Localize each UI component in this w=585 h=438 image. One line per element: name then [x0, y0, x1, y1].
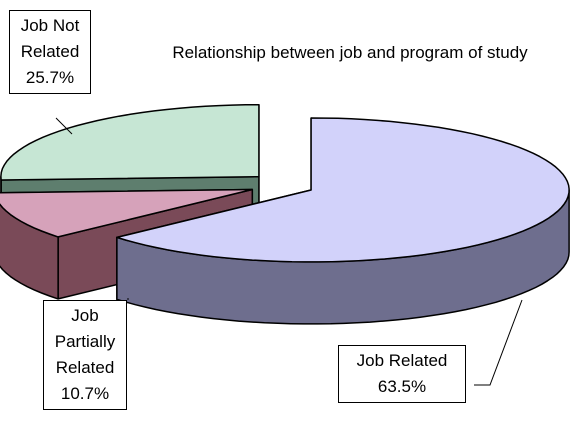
slice — [0, 103, 260, 181]
slice — [116, 117, 570, 325]
data-label: Job Partially Related 10.7% — [43, 300, 127, 410]
chart-title: Relationship between job and program of … — [172, 43, 528, 62]
slice — [0, 188, 254, 238]
leader-line — [55, 117, 73, 135]
data-label: Job Not Related 25.7% — [9, 10, 91, 94]
category-label: Job Related — [356, 351, 448, 370]
value-label: 63.5% — [377, 377, 427, 396]
value-label: 10.7% — [60, 384, 110, 403]
leader-line — [474, 299, 523, 386]
category-label: Job Not Related — [20, 16, 80, 61]
slice — [116, 117, 570, 263]
data-label: Job Related 63.5% — [338, 345, 466, 403]
category-label: Job Partially Related — [54, 306, 116, 377]
value-label: 25.7% — [25, 68, 75, 87]
